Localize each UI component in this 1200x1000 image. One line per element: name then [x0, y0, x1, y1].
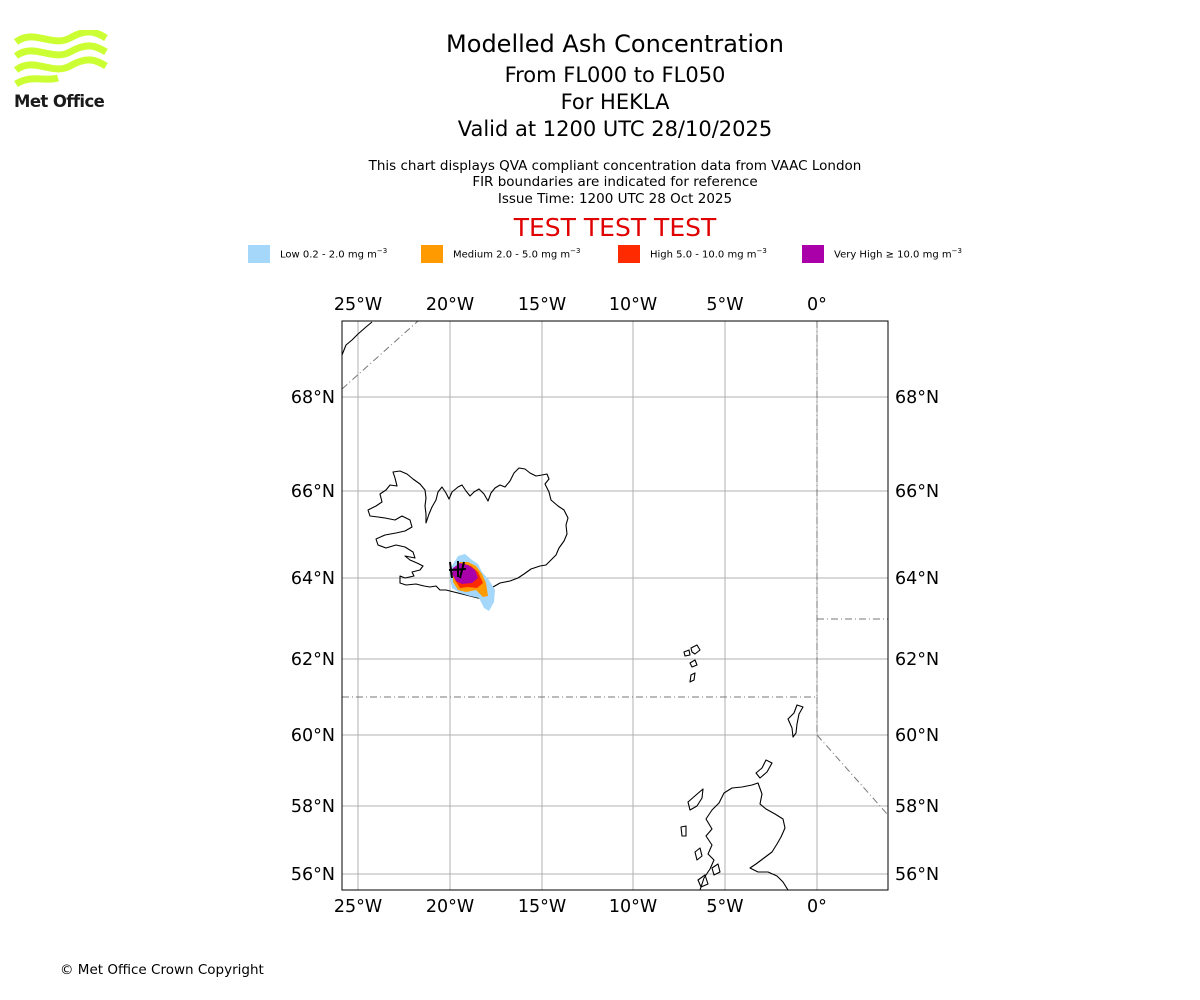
coastlines	[342, 321, 804, 890]
lon-label-bottom: 15°W	[518, 897, 566, 917]
faroe-island-2	[690, 644, 701, 655]
lat-label-left: 66°N	[291, 482, 335, 502]
scotland-coast	[699, 782, 789, 890]
faroe-island-3	[689, 659, 698, 668]
lon-label-top: 25°W	[334, 295, 382, 315]
legend-item-very-high: Very High ≥ 10.0 mg m−3	[802, 244, 962, 264]
legend-swatch-low	[248, 245, 270, 263]
volcano-name: For HEKLA	[560, 90, 670, 114]
lat-label-right: 60°N	[895, 726, 939, 746]
chart-title: Modelled Ash Concentration	[446, 30, 784, 58]
legend-item-high: High 5.0 - 10.0 mg m−3	[618, 244, 767, 264]
test-banner: TEST TEST TEST	[513, 213, 717, 242]
legend-swatch-medium	[421, 245, 443, 263]
fir-boundary-se	[816, 734, 888, 816]
info-line-1: This chart displays QVA compliant concen…	[368, 158, 862, 174]
greenland-coast	[342, 321, 373, 356]
lat-label-right: 58°N	[895, 797, 939, 817]
lon-label-bottom: 0°	[807, 897, 827, 917]
legend-item-low: Low 0.2 - 2.0 mg m−3	[248, 244, 387, 264]
faroe-island-4	[689, 672, 696, 683]
lat-label-left: 58°N	[291, 797, 335, 817]
graticule	[342, 321, 888, 890]
info-line-2: FIR boundaries are indicated for referen…	[472, 174, 758, 190]
iceland-coast	[367, 467, 569, 600]
legend-swatch-high	[618, 245, 640, 263]
hebrides-4	[711, 863, 721, 876]
legend-label-low: Low 0.2 - 2.0 mg m−3	[280, 247, 388, 261]
lat-label-right: 56°N	[895, 865, 939, 885]
lon-label-bottom: 20°W	[426, 897, 474, 917]
lat-label-right: 66°N	[895, 482, 939, 502]
legend-label-very-high: Very High ≥ 10.0 mg m−3	[834, 247, 962, 261]
legend-swatch-very-high	[802, 245, 824, 263]
lon-labels-bottom: 25°W 20°W 15°W 10°W 5°W 0°	[334, 897, 827, 917]
faroe-island-1	[683, 649, 691, 657]
lat-label-left: 64°N	[291, 569, 335, 589]
lat-label-left: 62°N	[291, 650, 335, 670]
orkney-islands	[755, 759, 773, 779]
lon-label-bottom: 5°W	[706, 897, 743, 917]
shetland-islands	[787, 704, 804, 738]
legend-label-high: High 5.0 - 10.0 mg m−3	[650, 247, 767, 261]
volcano-marker-icon	[448, 561, 467, 579]
legend-item-medium: Medium 2.0 - 5.0 mg m−3	[421, 244, 580, 264]
lat-label-left: 68°N	[291, 388, 335, 408]
met-office-waves-icon	[13, 28, 108, 88]
valid-time: Valid at 1200 UTC 28/10/2025	[457, 117, 773, 141]
lat-label-right: 68°N	[895, 388, 939, 408]
hebrides-3	[694, 847, 703, 861]
lat-label-left: 60°N	[291, 726, 335, 746]
issue-time: Issue Time: 1200 UTC 28 Oct 2025	[497, 191, 733, 207]
lat-labels-left: 68°N 66°N 64°N 62°N 60°N 58°N 56°N	[291, 388, 335, 885]
lon-label-bottom: 25°W	[334, 897, 382, 917]
fir-boundary-nw	[342, 321, 419, 390]
copyright-notice: © Met Office Crown Copyright	[60, 962, 264, 978]
lon-label-top: 15°W	[518, 295, 566, 315]
lon-label-top: 10°W	[609, 295, 657, 315]
ash-plume	[448, 554, 495, 611]
fir-boundaries	[342, 321, 888, 816]
lon-label-top: 20°W	[426, 295, 474, 315]
flight-level: From FL000 to FL050	[504, 63, 726, 87]
map-background	[342, 321, 888, 890]
hebrides-5	[697, 874, 709, 888]
lat-label-right: 64°N	[895, 569, 939, 589]
lat-label-right: 62°N	[895, 650, 939, 670]
lon-label-bottom: 10°W	[609, 897, 657, 917]
lon-labels-top: 25°W 20°W 15°W 10°W 5°W 0°	[334, 295, 827, 315]
hebrides-1	[687, 788, 704, 811]
hebrides-2	[680, 825, 687, 837]
lat-labels-right: 68°N 66°N 64°N 62°N 60°N 58°N 56°N	[895, 388, 939, 885]
lon-label-top: 5°W	[706, 295, 743, 315]
legend-label-medium: Medium 2.0 - 5.0 mg m−3	[453, 247, 581, 261]
map-frame	[341, 320, 889, 891]
lat-label-left: 56°N	[291, 865, 335, 885]
lon-label-top: 0°	[807, 295, 827, 315]
met-office-logo: Met Office	[13, 28, 108, 112]
logo-text: Met Office	[14, 92, 105, 111]
